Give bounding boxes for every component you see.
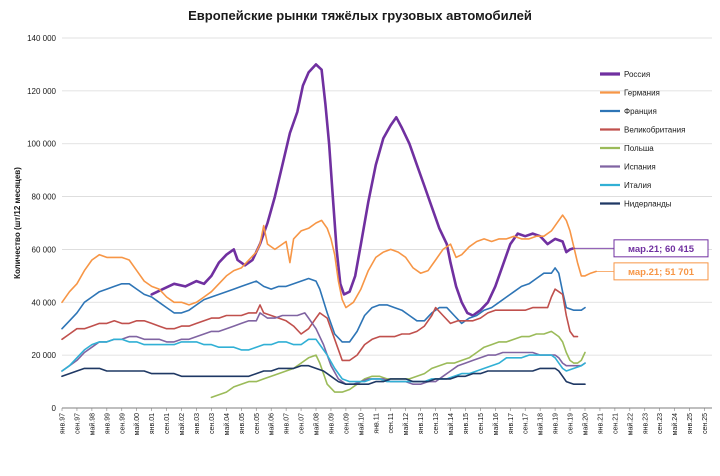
series-line-Великобритания: [61, 288, 579, 362]
x-tick-label: май.08: [313, 413, 321, 435]
grid-layer: [62, 37, 712, 409]
chart-title: Европейские рынки тяжёлых грузовых автом…: [188, 8, 532, 23]
x-tick-label: янв.97: [60, 413, 67, 434]
x-tick-label: сен.07: [299, 413, 306, 434]
x-tick-label: янв.13: [418, 413, 425, 434]
annotation-label: мар.21; 51 701: [628, 267, 695, 278]
x-tick-label: янв.09: [328, 413, 335, 434]
legend-label: Италия: [624, 181, 651, 190]
x-tick-label: сен.05: [254, 413, 261, 434]
y-tick-label: 120 000: [27, 87, 56, 96]
y-axis-label: Количество (шт/12 месяцев): [13, 167, 22, 279]
legend-label: Великобритания: [624, 126, 685, 135]
series-line-Италия: [61, 338, 586, 383]
legend-label: Нидерланды: [624, 200, 672, 209]
x-tick-label: сен.03: [209, 413, 216, 434]
x-tick-label: май.14: [447, 413, 455, 435]
annotation-box: [613, 262, 709, 281]
axis-layer: 0 20 000 40 000 60 000 80 000 100 000 120 000 1…: [27, 34, 712, 435]
series-line-Нидерланды: [61, 364, 586, 385]
x-tick-label: сен.15: [478, 413, 485, 434]
x-tick-label: янв.23: [642, 413, 649, 434]
x-tick-label: май.06: [268, 413, 276, 435]
legend-label: Польша: [624, 144, 654, 153]
series-line-Россия: [150, 63, 576, 317]
x-tick-label: сен.19: [568, 413, 575, 434]
x-tick-label: май.10: [357, 413, 365, 435]
x-tick-label: янв.01: [149, 413, 156, 434]
y-tick-label: 40 000: [32, 298, 57, 307]
x-tick-label: янв.03: [194, 413, 201, 434]
y-tick-label: 60 000: [32, 245, 57, 254]
x-tick-label: сен.01: [164, 413, 171, 434]
annotation-label: мар.21; 60 415: [628, 244, 695, 255]
series-line-Польша: [210, 330, 586, 399]
annotation-box: [613, 239, 709, 258]
x-tick-label: сен.23: [657, 413, 664, 434]
x-tick-label: сен.13: [433, 413, 440, 434]
x-tick-label: янв.17: [508, 413, 515, 434]
x-tick-label: янв.21: [597, 413, 604, 434]
legend: Россия Германия Франция Великобритания Польш…: [600, 70, 685, 209]
x-tick-label: сен.17: [523, 413, 530, 434]
x-tick-label: май.98: [88, 413, 96, 435]
annotations: мар.21; 60 415 мар.21; 51 701: [573, 239, 709, 281]
x-tick-label: янв.19: [553, 413, 560, 434]
x-tick-label: май.02: [178, 413, 186, 435]
x-tick-label: сен.11: [388, 413, 395, 434]
x-tick-label: май.00: [133, 413, 141, 435]
legend-label: Испания: [624, 163, 656, 172]
x-tick-label: май.04: [223, 413, 231, 435]
x-tick-label: май.20: [581, 413, 589, 435]
x-tick-label: янв.07: [284, 413, 291, 434]
x-tick-label: янв.25: [687, 413, 694, 434]
x-tick-label: сен.25: [702, 413, 709, 434]
y-tick-label: 0: [52, 404, 57, 413]
legend-label: Россия: [624, 70, 650, 79]
legend-label: Германия: [624, 89, 660, 98]
x-tick-label: янв.11: [373, 413, 380, 434]
x-tick-label: янв.05: [239, 413, 246, 434]
x-tick-label: сен.97: [74, 413, 81, 434]
x-tick-label: май.12: [402, 413, 410, 435]
x-tick-label: сен.09: [343, 413, 350, 434]
x-tick-label: май.22: [626, 413, 634, 435]
series-line-Франция: [61, 267, 586, 343]
x-tick-label: сен.21: [612, 413, 619, 434]
x-tick-label: янв.15: [463, 413, 470, 434]
x-tick-label: сен.99: [119, 413, 126, 434]
x-tick-label: май.18: [537, 413, 545, 435]
series-layer: [61, 63, 597, 399]
legend-label: Франция: [624, 107, 657, 116]
y-tick-label: 20 000: [32, 351, 57, 360]
y-tick-label: 100 000: [27, 140, 56, 149]
y-tick-label: 140 000: [27, 34, 56, 43]
x-tick-label: май.16: [492, 413, 500, 435]
series-line-Германия: [61, 214, 597, 309]
x-tick-label: янв.99: [104, 413, 111, 434]
y-tick-label: 80 000: [32, 193, 57, 202]
x-tick-label: май.24: [671, 413, 679, 435]
